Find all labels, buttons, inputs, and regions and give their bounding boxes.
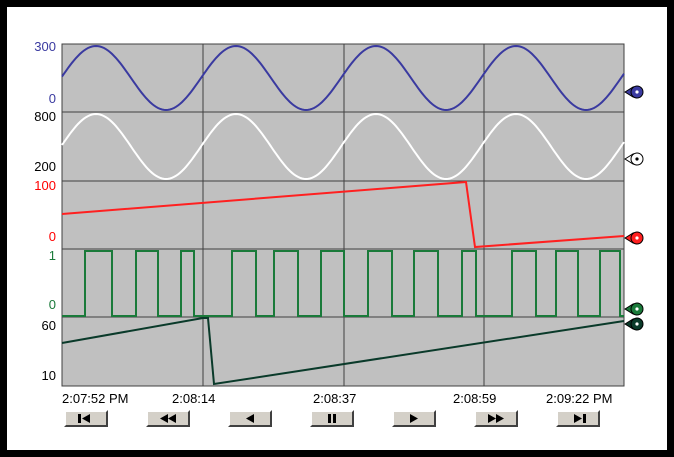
green-pen-marker-icon[interactable] xyxy=(624,302,644,316)
pen-5-trace xyxy=(61,317,625,386)
pen-4-max-label: 1 xyxy=(49,248,56,263)
time-label: 2:08:59 xyxy=(453,391,496,406)
pen-5-max-label: 60 xyxy=(42,318,56,333)
skip-to-end-icon xyxy=(574,414,586,423)
time-label: 2:08:37 xyxy=(313,391,356,406)
pen-3-max-label: 100 xyxy=(34,178,56,193)
white-pen-marker-icon[interactable] xyxy=(624,152,644,166)
pen-2-min-label: 200 xyxy=(34,159,56,174)
pen-markers xyxy=(624,85,644,331)
fast-forward-icon xyxy=(488,414,504,423)
pause-icon xyxy=(328,414,336,423)
step-back-button[interactable] xyxy=(228,410,272,427)
pen-traces xyxy=(61,44,625,386)
time-label: 2:09:22 PM xyxy=(546,391,613,406)
time-label: 2:08:14 xyxy=(172,391,215,406)
dark-pen-marker-icon[interactable] xyxy=(624,317,644,331)
time-axis: 2:07:52 PM 2:08:14 2:08:37 2:08:59 2:09:22 P… xyxy=(62,391,613,406)
last-button[interactable] xyxy=(556,410,600,427)
fast-rewind-button[interactable] xyxy=(146,410,190,427)
fast-rewind-icon xyxy=(160,414,176,423)
pen-3-trace xyxy=(61,180,625,249)
blue-pen-marker-icon[interactable] xyxy=(624,85,644,99)
pen-3-min-label: 0 xyxy=(49,229,56,244)
pen-5-min-label: 10 xyxy=(42,368,56,383)
pen-1-max-label: 300 xyxy=(34,39,56,54)
step-back-icon xyxy=(246,414,254,423)
pen-4-min-label: 0 xyxy=(49,297,56,312)
pen-2-trace xyxy=(61,112,625,181)
pause-button[interactable] xyxy=(310,410,354,427)
pen-1-trace xyxy=(61,44,625,112)
play-icon xyxy=(410,414,418,423)
skip-to-start-icon xyxy=(78,414,90,423)
plot-area xyxy=(61,43,625,387)
pen-2-max-label: 800 xyxy=(34,109,56,124)
fast-forward-button[interactable] xyxy=(474,410,518,427)
pen-1-min-label: 0 xyxy=(49,91,56,106)
time-label: 2:07:52 PM xyxy=(62,391,129,406)
play-button[interactable] xyxy=(392,410,436,427)
red-pen-marker-icon[interactable] xyxy=(624,231,644,245)
pen-4-trace xyxy=(62,250,624,317)
grid-lines xyxy=(62,44,624,386)
first-button[interactable] xyxy=(64,410,108,427)
